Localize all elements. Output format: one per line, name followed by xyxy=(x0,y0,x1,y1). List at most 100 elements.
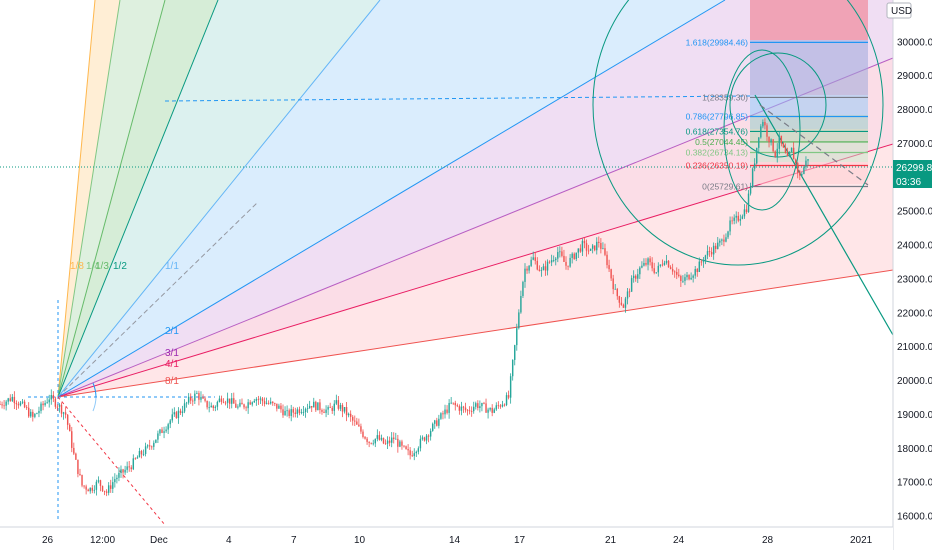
candle-body xyxy=(208,407,210,409)
candle-body xyxy=(520,295,522,313)
candle-body xyxy=(604,248,606,255)
candle-body xyxy=(751,168,754,187)
candle-body xyxy=(559,251,561,253)
candle-body xyxy=(263,401,266,404)
candle-body xyxy=(485,403,487,413)
candle-body xyxy=(226,398,229,403)
candle-body xyxy=(313,401,315,408)
fib-zone-7 xyxy=(750,162,868,184)
candle-body xyxy=(803,167,805,174)
candle-body xyxy=(288,410,290,416)
candle-body xyxy=(286,410,288,412)
candle-body xyxy=(745,209,748,213)
candle-body xyxy=(378,435,381,440)
candle-body xyxy=(64,412,67,415)
candle-body xyxy=(224,402,227,404)
candle-body xyxy=(136,457,139,459)
last-price-badge xyxy=(893,160,932,174)
candle-body xyxy=(655,272,657,274)
candle-body xyxy=(768,136,770,143)
candle-body xyxy=(731,220,733,222)
fan-line-1-3 xyxy=(57,0,166,398)
candle-body xyxy=(413,453,415,457)
candle-body xyxy=(370,442,372,444)
candle-body xyxy=(743,209,746,217)
candle-body xyxy=(34,413,36,417)
candle-body xyxy=(148,445,151,447)
candle-body xyxy=(276,403,278,409)
candle-body xyxy=(159,429,161,434)
candle-body xyxy=(612,278,614,290)
candle-body xyxy=(183,403,186,412)
candle-body xyxy=(427,435,430,437)
candle-body xyxy=(511,359,514,377)
candle-body xyxy=(536,260,539,270)
candle-body xyxy=(372,443,374,445)
candlestick-series xyxy=(0,118,809,497)
candle-body xyxy=(194,393,196,401)
x-tick-14: 14 xyxy=(449,535,461,546)
candle-body xyxy=(11,396,14,401)
candle-body xyxy=(374,438,377,444)
x-tick-21: 21 xyxy=(605,535,617,546)
candle-body xyxy=(544,266,547,271)
fan-line-1-1-dashed xyxy=(57,201,259,398)
candle-body xyxy=(411,455,413,457)
fib-level-label: 0.382(26734.13) xyxy=(686,147,749,157)
candle-body xyxy=(169,420,171,425)
candle-body xyxy=(786,152,789,157)
price-axis[interactable]: 30000.0029000.0028000.0027000.0026000.00… xyxy=(886,0,932,550)
candle-body xyxy=(308,405,311,409)
candle-body xyxy=(503,404,506,406)
time-axis[interactable]: 26 12:00 Dec 4 7 10 14 17 21 24 28 2021 xyxy=(0,526,893,550)
candle-body xyxy=(460,406,463,411)
candle-body xyxy=(339,405,342,409)
candle-body xyxy=(518,312,520,329)
candle-body xyxy=(83,485,85,487)
y-tick-label: 18000.00 xyxy=(897,444,932,455)
y-tick-label: 27000.00 xyxy=(897,139,932,150)
candle-body xyxy=(269,401,272,404)
y-tick-label: 22000.00 xyxy=(897,308,932,319)
currency-badge[interactable] xyxy=(886,2,912,19)
candle-body xyxy=(628,291,631,293)
price-axis-background xyxy=(893,0,932,550)
fib-level-label: 0.786(27796.85) xyxy=(686,111,749,121)
candle-body xyxy=(780,135,783,144)
candle-body xyxy=(175,412,178,419)
candle-body xyxy=(792,147,795,160)
candle-body xyxy=(684,277,686,281)
candle-body xyxy=(579,248,582,252)
y-tick-label: 30000.00 xyxy=(897,37,932,48)
candle-body xyxy=(739,218,742,221)
candle-body xyxy=(48,399,50,403)
fib-level-label: 0.236(26350.19) xyxy=(686,160,749,170)
candle-body xyxy=(58,404,61,407)
candle-body xyxy=(247,402,249,409)
candle-body xyxy=(138,450,141,458)
candle-body xyxy=(624,298,627,308)
candle-body xyxy=(30,411,32,417)
candle-body xyxy=(602,248,604,249)
candle-body xyxy=(239,402,241,407)
candle-body xyxy=(278,405,280,409)
candle-body xyxy=(495,405,498,410)
candle-body xyxy=(719,240,721,243)
candle-body xyxy=(507,395,510,398)
candle-body xyxy=(218,398,221,402)
candle-body xyxy=(688,274,690,280)
candle-body xyxy=(641,265,643,268)
countdown-label: 03:36 xyxy=(896,177,921,188)
fib-zone-3 xyxy=(750,95,868,115)
candle-body xyxy=(762,121,764,127)
fan-line-8-1 xyxy=(57,269,894,398)
candle-body xyxy=(436,420,438,426)
candle-body xyxy=(7,398,9,402)
candle-body xyxy=(694,269,696,276)
candle-body xyxy=(306,408,309,410)
candle-body xyxy=(196,393,198,394)
candle-body xyxy=(577,248,580,253)
candle-body xyxy=(52,395,55,399)
candle-body xyxy=(555,258,557,261)
